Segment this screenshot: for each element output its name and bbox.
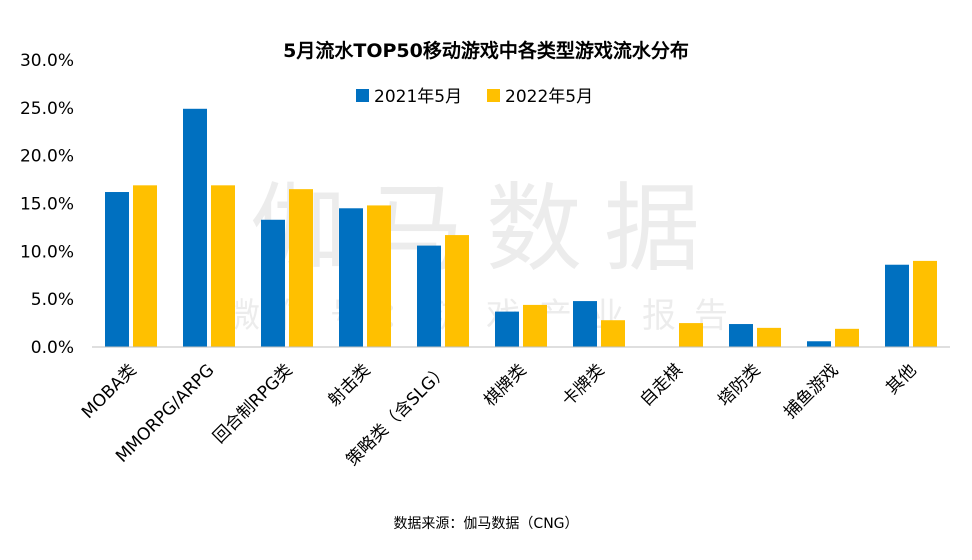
bar-2021 bbox=[105, 192, 129, 347]
y-tick-label: 5.0% bbox=[31, 290, 74, 310]
legend-label-2022: 2022年5月 bbox=[505, 87, 593, 107]
y-tick-label: 25.0% bbox=[20, 99, 74, 119]
legend-label-2021: 2021年5月 bbox=[374, 87, 462, 107]
legend: 2021年5月 2022年5月 bbox=[356, 87, 593, 107]
bar-2022 bbox=[913, 260, 937, 347]
x-tick-label: 塔防类 bbox=[714, 360, 764, 410]
legend-swatch-2021 bbox=[356, 89, 369, 102]
bars bbox=[105, 108, 937, 347]
bar-2021 bbox=[885, 264, 909, 347]
y-tick-label: 20.0% bbox=[20, 147, 74, 167]
bar-2022 bbox=[757, 327, 781, 347]
bar-2021 bbox=[339, 208, 363, 347]
y-tick-label: 10.0% bbox=[20, 242, 74, 262]
bar-2021 bbox=[729, 324, 753, 347]
x-tick-label: 捕鱼游戏 bbox=[780, 360, 842, 422]
bar-2022 bbox=[133, 185, 157, 347]
chart-title: 5月流水TOP50移动游戏中各类型游戏流水分布 bbox=[283, 39, 689, 62]
bar-2022 bbox=[523, 304, 547, 347]
source-note: 数据来源：伽马数据（CNG） bbox=[393, 516, 578, 532]
bar-2022 bbox=[289, 189, 313, 347]
y-tick-label: 0.0% bbox=[31, 338, 74, 358]
bar-2021 bbox=[807, 341, 831, 347]
x-tick-label: 其他 bbox=[882, 360, 920, 398]
watermark: 伽马数据 微信号：游戏产业报告 bbox=[226, 173, 728, 336]
legend-swatch-2022 bbox=[487, 89, 500, 102]
x-tick-label: 自走棋 bbox=[636, 360, 686, 410]
bar-2022 bbox=[679, 323, 703, 347]
bar-2022 bbox=[601, 320, 625, 347]
bar-2022 bbox=[211, 185, 235, 347]
bar-2021 bbox=[495, 311, 519, 347]
bar-2022 bbox=[367, 205, 391, 347]
y-tick-label: 15.0% bbox=[20, 195, 74, 215]
x-tick-label: MOBA类 bbox=[78, 360, 140, 422]
y-tick-label: 30.0% bbox=[20, 51, 74, 71]
x-tick-label: 卡牌类 bbox=[558, 360, 608, 410]
bar-2021 bbox=[417, 245, 441, 347]
bar-2021 bbox=[183, 108, 207, 347]
watermark-main: 伽马数据 bbox=[250, 173, 722, 285]
x-tick-label: 棋牌类 bbox=[480, 360, 530, 410]
y-axis: 0.0% 5.0% 10.0% 15.0% 20.0% 25.0% 30.0% bbox=[20, 51, 74, 358]
x-tick-label: 射击类 bbox=[324, 360, 374, 410]
bar-2021 bbox=[261, 219, 285, 347]
bar-2022 bbox=[835, 328, 859, 347]
bar-2021 bbox=[573, 301, 597, 347]
bar-2022 bbox=[445, 235, 469, 347]
x-tick-label: 回合制RPG类 bbox=[209, 360, 296, 447]
